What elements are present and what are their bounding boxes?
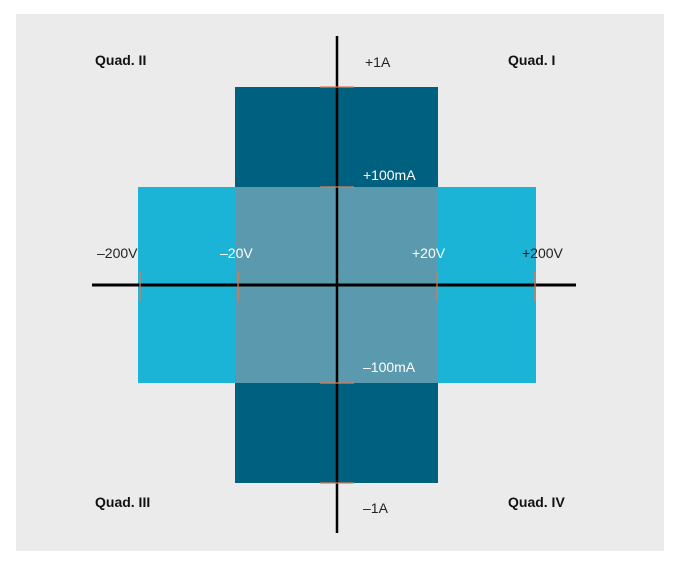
quadrant-i-label: Quad. I xyxy=(508,52,555,68)
quadrant-iii-label: Quad. III xyxy=(95,494,150,510)
label-plus-100ma: +100mA xyxy=(363,167,416,183)
label-plus-1a: +1A xyxy=(365,54,391,70)
label-plus-200v: +200V xyxy=(522,245,564,261)
label-plus-20v: +20V xyxy=(412,245,446,261)
label-minus-100ma: –100mA xyxy=(363,359,416,375)
quadrant-ii-label: Quad. II xyxy=(95,52,146,68)
quadrant-iv-label: Quad. IV xyxy=(508,494,565,510)
label-minus-20v: –20V xyxy=(220,245,253,261)
label-minus-1a: –1A xyxy=(363,500,389,516)
label-minus-200v: –200V xyxy=(97,245,138,261)
